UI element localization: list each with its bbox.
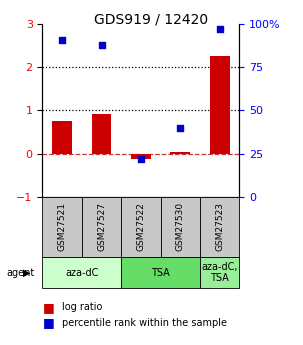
Text: TSA: TSA: [151, 268, 170, 277]
Text: agent: agent: [6, 268, 34, 277]
Bar: [42, 197, 82, 257]
Text: ■: ■: [42, 300, 54, 314]
Text: ▶: ▶: [23, 268, 30, 277]
Text: log ratio: log ratio: [62, 302, 102, 312]
Point: [138, 156, 143, 161]
Text: aza-dC,
TSA: aza-dC, TSA: [201, 262, 238, 283]
Text: GSM27530: GSM27530: [176, 202, 185, 252]
Text: GSM27523: GSM27523: [215, 202, 224, 252]
Bar: [42, 257, 121, 288]
Text: GSM27522: GSM27522: [136, 203, 145, 251]
Point: [217, 27, 222, 32]
Bar: [170, 152, 190, 154]
Text: ■: ■: [42, 316, 54, 329]
Text: aza-dC: aza-dC: [65, 268, 98, 277]
Point: [60, 37, 65, 42]
Bar: [121, 197, 161, 257]
Bar: [200, 197, 239, 257]
Bar: [200, 257, 239, 288]
Text: GSM27527: GSM27527: [97, 202, 106, 252]
Bar: [52, 121, 72, 154]
Point: [99, 42, 104, 48]
Point: [178, 125, 183, 130]
Bar: [161, 197, 200, 257]
Text: GSM27521: GSM27521: [58, 202, 67, 252]
Bar: [210, 57, 230, 154]
Bar: [92, 114, 112, 154]
Text: percentile rank within the sample: percentile rank within the sample: [62, 318, 227, 327]
Text: GDS919 / 12420: GDS919 / 12420: [95, 12, 208, 26]
Bar: [131, 154, 151, 159]
Bar: [82, 197, 121, 257]
Bar: [121, 257, 200, 288]
